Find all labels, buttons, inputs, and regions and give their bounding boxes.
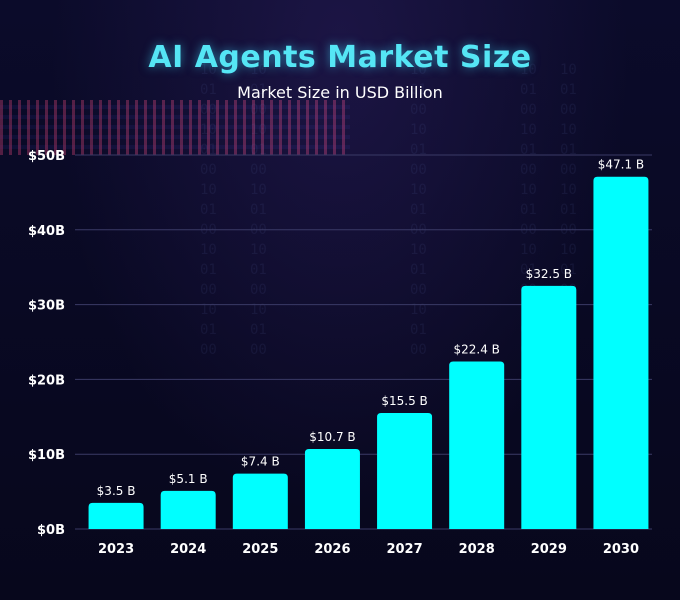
binary-rain-decoration: 100100100100100100100100100100 <box>250 62 267 358</box>
x-tick-label: 2028 <box>459 542 495 557</box>
x-tick-label: 2025 <box>242 542 278 557</box>
y-tick-label: $40B <box>28 224 65 239</box>
bar-value-label: $10.7 B <box>309 430 355 444</box>
x-tick-label: 2024 <box>170 542 206 557</box>
y-tick-label: $30B <box>28 299 65 314</box>
glitch-decoration <box>0 100 350 155</box>
bar-2027 <box>377 413 433 529</box>
bar-2023 <box>88 502 144 529</box>
y-tick-label: $10B <box>28 448 65 463</box>
y-tick-label: $0B <box>37 523 65 538</box>
chart-subtitle: Market Size in USD Billion <box>237 83 443 102</box>
bar-2025 <box>232 473 288 529</box>
bar-value-label: $15.5 B <box>381 394 427 408</box>
bar-2029 <box>521 285 577 529</box>
x-tick-label: 2027 <box>386 542 422 557</box>
label-layer: $0B $10B $20B $30B $40B $50B $3.5 B 2023 $5.1 B 2… <box>28 149 644 557</box>
bar-value-label: $47.1 B <box>598 158 644 172</box>
bar-2026 <box>304 448 360 529</box>
x-tick-label: 2026 <box>314 542 350 557</box>
bar-value-label: $5.1 B <box>169 472 208 486</box>
x-tick-label: 2023 <box>98 542 134 557</box>
bar-value-label: $22.4 B <box>453 342 499 356</box>
chart-title: AI Agents Market Size <box>148 40 532 75</box>
bar-layer <box>88 176 649 529</box>
y-tick-label: $50B <box>28 149 65 164</box>
binary-rain-decoration: 100100100100100100100100100100 <box>410 62 427 358</box>
bar-value-label: $32.5 B <box>526 267 572 281</box>
bar-value-label: $3.5 B <box>97 484 136 498</box>
binary-rain-decoration: 100100100100100100100100100100 <box>200 62 217 358</box>
y-tick-label: $20B <box>28 373 65 388</box>
bar-2024 <box>160 490 216 529</box>
bar-2030 <box>593 176 649 529</box>
x-tick-label: 2030 <box>603 542 639 557</box>
bar-2028 <box>449 361 505 529</box>
bar-value-label: $7.4 B <box>241 455 280 469</box>
x-tick-label: 2029 <box>531 542 567 557</box>
